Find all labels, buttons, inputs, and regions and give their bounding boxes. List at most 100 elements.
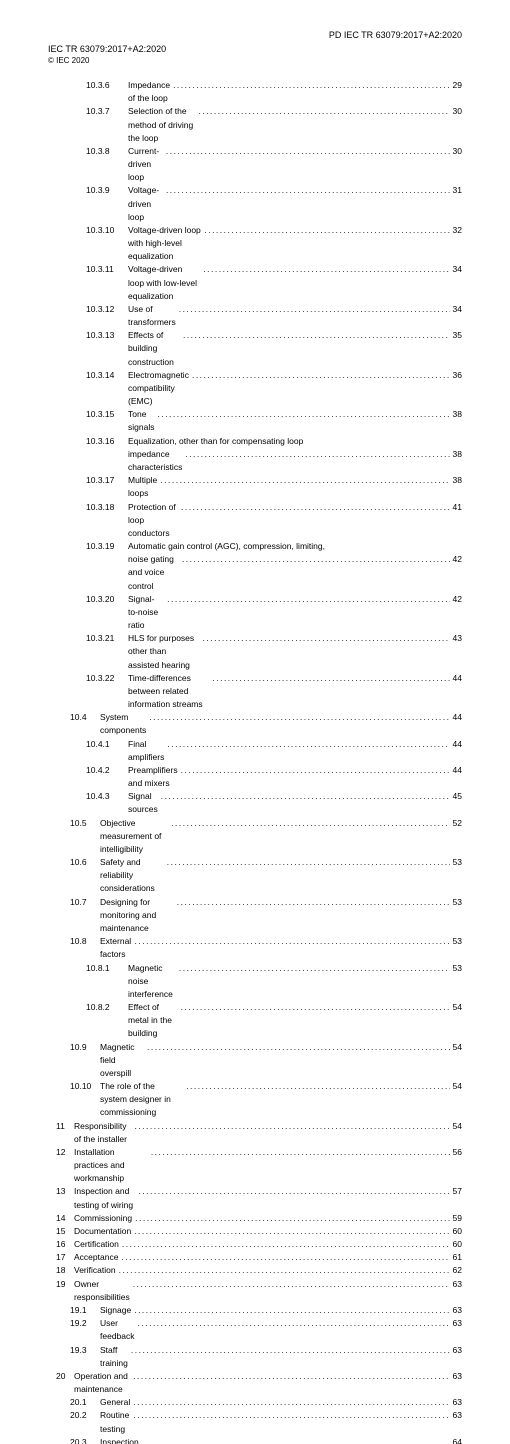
toc-row: 16Certification60 [48,1238,462,1251]
toc-row: 10.3.19Automatic gain control (AGC), com… [48,540,462,553]
toc-row: 13Inspection and testing of wiring57 [48,1185,462,1211]
toc-entry-number: 10.3.14 [86,369,128,382]
toc-entry-title: Automatic gain control (AGC), compressio… [128,540,328,553]
toc-entry-page: 53 [450,962,462,975]
toc-entry-number: 10.5 [70,817,100,830]
toc-entry-title: Effect of metal in the building [128,1001,181,1041]
toc-row: 10.5Objective measurement of intelligibi… [48,817,462,857]
toc-entry-page: 63 [450,1396,462,1409]
toc-leader-dots [203,632,450,645]
toc-leader-dots [198,105,449,118]
toc-entry-title: Signal-to-noise ratio [128,593,167,633]
toc-leader-dots [134,1120,449,1133]
toc-entry-title: Operation and maintenance [74,1370,133,1396]
toc-entry-page: 30 [450,145,462,158]
toc-entry-title: Current-driven loop [128,145,166,185]
toc-row: 10.8.1Magnetic noise interference53 [48,962,462,1002]
toc-entry-page: 44 [450,711,462,724]
toc-entry-number: 19 [56,1278,74,1291]
toc-entry-number: 10.4.3 [86,790,128,803]
toc-row: 10.8.2Effect of metal in the building54 [48,1001,462,1041]
toc-entry-page: 64 [450,1436,462,1444]
toc-leader-dots [161,790,450,803]
toc-row: 11Responsibility of the installer54 [48,1120,462,1146]
toc-entry-page: 63 [450,1344,462,1357]
toc-row: 19.1Signage 63 [48,1304,462,1317]
toc-entry-number: 10.4 [70,711,100,724]
toc-entry-title: Routine testing [100,1409,133,1435]
toc-entry-page: 43 [450,632,462,645]
toc-row: 15Documentation60 [48,1225,462,1238]
toc-entry-page: 38 [450,408,462,421]
toc-entry-number: 19.2 [70,1317,100,1330]
toc-entry-number: 19.1 [70,1304,100,1317]
toc-entry-page: 34 [450,303,462,316]
toc-entry-title: Verification [74,1264,119,1277]
toc-leader-dots [134,1225,449,1238]
toc-leader-dots [204,224,449,237]
toc-entry-title: System components [100,711,149,737]
toc-entry-page: 30 [450,105,462,118]
toc-entry-number: 10.3.19 [86,540,128,553]
toc-entry-page: 60 [450,1238,462,1251]
toc-entry-title: Preamplifiers and mixers [128,764,181,790]
toc-row: 19Owner responsibilities63 [48,1278,462,1304]
toc-leader-dots [133,1370,449,1383]
toc-leader-dots [167,593,449,606]
header-standard-id: PD IEC TR 63079:2017+A2:2020 [48,30,462,40]
toc-entry-number: 11 [56,1120,74,1133]
toc-entry-page: 54 [450,1001,462,1014]
toc-entry-title: Voltage-driven loop with low-level equal… [128,263,203,303]
toc-leader-dots [149,1436,449,1444]
toc-entry-title: Voltage-driven loop with high-level equa… [128,224,204,264]
toc-entry-number: 10.3.16 [86,435,128,448]
toc-entry-number: 10.3.8 [86,145,128,158]
toc-leader-dots [133,1396,449,1409]
toc-entry-number: 10.3.12 [86,303,128,316]
toc-entry-number: 10.6 [70,856,100,869]
toc-entry-number: 13 [56,1185,74,1198]
toc-entry-number: 10.3.13 [86,329,128,342]
toc-entry-page: 63 [450,1304,462,1317]
toc-row: 19.3Staff training63 [48,1344,462,1370]
toc-leader-dots [134,1304,449,1317]
toc-entry-page: 38 [450,448,462,461]
toc-entry-page: 42 [450,553,462,566]
toc-entry-title: Acceptance [74,1251,121,1264]
toc-entry-title: Equalization, other than for compensatin… [128,435,306,448]
toc-leader-dots [183,329,450,342]
toc-row: 10.3.12Use of transformers34 [48,303,462,329]
toc-row: 10.9Magnetic field overspill54 [48,1041,462,1081]
toc-row: 10.4.1Final amplifiers44 [48,738,462,764]
toc-entry-page: 36 [450,369,462,382]
toc-entry-title: Impedance of the loop [128,79,173,105]
toc-row: 10.7Designing for monitoring and mainten… [48,896,462,936]
toc-row: 20Operation and maintenance63 [48,1370,462,1396]
toc-row: 10.3.9Voltage-driven loop31 [48,184,462,224]
toc-row: 10.3.6Impedance of the loop29 [48,79,462,105]
toc-entry-page: 62 [450,1264,462,1277]
toc-row: 10.3.22Time-differences between related … [48,672,462,712]
toc-entry-title: Documentation [74,1225,134,1238]
toc-row: 10.10The role of the system designer in … [48,1080,462,1120]
toc-row: 10.3.11Voltage-driven loop with low-leve… [48,263,462,303]
toc-entry-number: 10.3.20 [86,593,128,606]
toc-entry-page: 38 [450,474,462,487]
toc-leader-dots [135,935,450,948]
toc-leader-dots [179,303,450,316]
toc-leader-dots [179,962,450,975]
toc-entry-title: Final amplifiers [128,738,167,764]
toc-entry-title: Designing for monitoring and maintenance [100,896,177,936]
toc-entry-page: 34 [450,263,462,276]
toc-entry-page: 54 [450,1041,462,1054]
toc-entry-title: Signage [100,1304,134,1317]
toc-leader-dots [122,1238,450,1251]
toc-entry-number: 10.3.17 [86,474,128,487]
toc-entry-page: 44 [450,672,462,685]
toc-entry-number: 10.7 [70,896,100,909]
document-page: PD IEC TR 63079:2017+A2:2020 IEC TR 6307… [0,0,510,1444]
toc-entry-number: 14 [56,1212,74,1225]
toc-row: 10.3.21HLS for purposes other than assis… [48,632,462,672]
toc-entry-page: 53 [450,856,462,869]
toc-entry-page: 52 [450,817,462,830]
